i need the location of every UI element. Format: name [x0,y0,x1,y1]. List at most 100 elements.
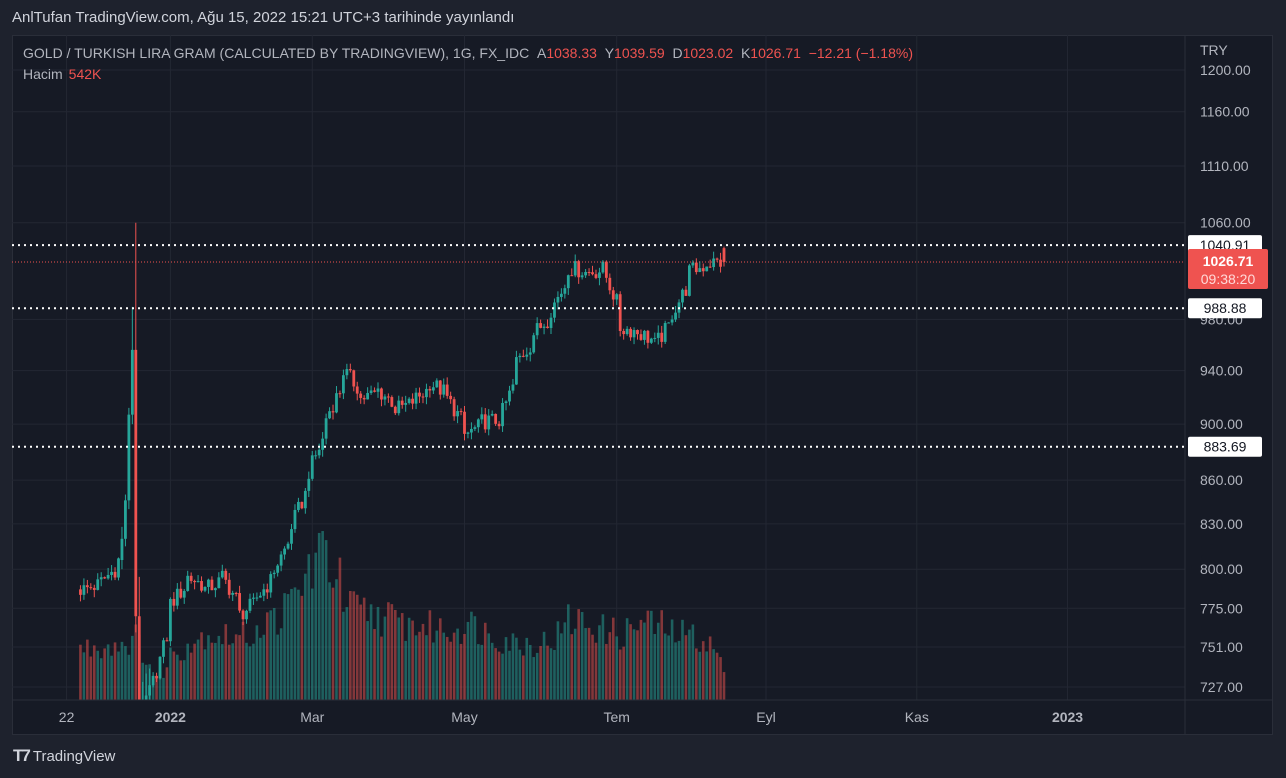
candle [649,337,653,345]
volume-bar [227,644,231,700]
volume-bar [383,616,387,700]
volume-bar [265,612,269,700]
candle [425,383,428,405]
candle [421,393,425,404]
candle-body [397,400,401,414]
candle-body [386,396,390,398]
candle-body [684,289,688,296]
candle [255,592,259,602]
candle-body [317,449,321,456]
volume-bar [483,622,487,700]
volume-bar [546,645,549,700]
volume-bar [490,642,494,700]
candle [224,568,228,585]
candle-body [293,509,297,530]
candle-body [442,384,446,395]
candle [148,668,152,700]
candle [684,285,688,296]
candle [383,394,387,406]
candle [355,381,359,401]
volume-bar [248,646,252,700]
price-chart[interactable]: TRY1200.001160.001110.001060.00980.00940… [12,35,1273,735]
candle-body [355,386,359,394]
candle [293,504,297,533]
volume-bar [314,552,318,700]
candle [155,672,158,683]
candle-body [106,574,110,579]
candle [314,450,318,460]
candle [310,451,314,481]
candle [269,571,273,598]
bar-countdown-label: 09:38:20 [1201,271,1256,287]
candle-body [556,296,560,303]
candle [611,286,615,307]
candle-body [110,571,113,575]
volume-bar [656,622,660,700]
candle [137,576,141,700]
candle [438,380,442,400]
candle [476,418,480,433]
candle [335,386,338,414]
candle-body [255,597,259,599]
candle [348,363,352,373]
volume-bar [494,648,497,700]
candle-body [120,538,124,560]
candle [566,274,570,295]
candle-body [466,432,470,434]
volume-bar [176,654,179,700]
volume-bar [414,635,418,700]
time-tick-label: Tem [604,709,630,725]
candle [373,387,376,393]
volume-bar [359,604,362,700]
volume-bar [376,606,380,700]
candle [175,583,179,610]
line-price-label: 988.88 [1204,300,1247,316]
candle [120,526,124,570]
tradingview-logo[interactable]: T7 TradingView [13,746,115,766]
candle-body [532,335,536,353]
volume-bar [286,594,290,700]
candle-body [701,268,705,272]
candle-body [435,380,439,388]
candle [601,260,605,274]
volume-bar [397,617,401,700]
volume-bar [511,633,515,700]
candle-body [573,261,577,276]
candle [103,576,107,579]
volume-bar [501,653,504,700]
candle [625,326,629,336]
candle [622,328,626,340]
candle [397,395,401,416]
candle-body [535,323,539,336]
candle-body [594,274,598,278]
price-tick-label: 775.00 [1200,600,1243,616]
candle-body [508,390,511,402]
candle-body [300,501,304,509]
symbol-title[interactable]: GOLD / TURKISH LIRA GRAM (CALCULATED BY … [23,45,530,61]
candle-body [577,261,581,278]
candle-body [521,355,525,357]
volume-bar [113,642,117,700]
volume-bar [570,634,574,700]
volume-bar [691,624,695,700]
volume-bar [224,624,228,700]
candle-body [528,352,532,355]
volume-bar [445,636,449,700]
candle-body [653,337,657,339]
volume-bar [452,632,456,700]
volume-bar [241,621,245,700]
volume-bar [103,648,106,700]
candle [521,349,525,358]
candle [238,585,241,613]
candle [511,378,515,394]
candle [705,266,709,272]
candle [487,409,491,436]
volume-label[interactable]: Hacim [23,66,63,82]
close-value: 1026.71 [750,45,801,61]
volume-bar [515,637,518,700]
volume-bar [355,594,359,700]
time-tick-label: 2023 [1052,709,1083,725]
candle-body [338,393,342,395]
candle-body [262,589,266,596]
volume-bars [79,531,726,700]
